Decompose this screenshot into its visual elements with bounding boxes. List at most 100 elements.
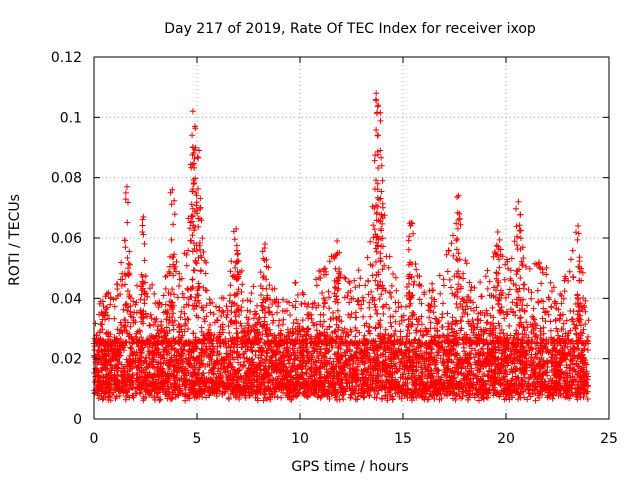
data-point xyxy=(379,352,386,358)
data-point xyxy=(389,396,396,403)
data-point xyxy=(145,348,152,355)
data-point xyxy=(250,283,257,290)
data-point xyxy=(263,356,270,363)
data-point xyxy=(422,371,428,378)
data-point xyxy=(288,396,295,403)
data-point xyxy=(517,275,524,281)
data-point xyxy=(329,344,336,351)
data-point xyxy=(312,358,319,365)
data-point xyxy=(502,367,509,373)
data-point xyxy=(266,365,273,372)
data-point xyxy=(418,379,425,386)
data-point xyxy=(520,367,527,374)
data-point xyxy=(239,297,246,304)
data-point xyxy=(272,357,279,364)
data-point xyxy=(528,354,535,360)
data-point xyxy=(129,384,136,391)
data-point xyxy=(447,347,454,354)
data-point xyxy=(260,397,267,404)
data-point xyxy=(403,357,410,364)
data-point xyxy=(482,357,489,364)
data-point xyxy=(444,391,450,398)
data-point xyxy=(521,394,528,401)
data-points xyxy=(91,90,592,404)
data-point xyxy=(364,254,371,261)
data-point xyxy=(552,352,558,359)
data-point xyxy=(281,360,288,367)
data-point xyxy=(524,383,531,390)
data-point xyxy=(446,347,452,354)
data-point xyxy=(301,392,308,399)
data-point xyxy=(568,256,574,263)
data-point xyxy=(225,396,232,402)
data-point xyxy=(372,362,378,369)
data-point xyxy=(128,375,135,382)
data-point xyxy=(378,395,385,402)
data-point xyxy=(383,253,390,260)
data-point xyxy=(459,356,466,363)
data-point xyxy=(170,310,177,317)
data-point xyxy=(338,376,345,383)
data-point xyxy=(201,383,208,390)
data-point xyxy=(560,320,567,327)
data-point xyxy=(234,344,240,351)
data-point xyxy=(417,348,424,354)
data-point xyxy=(570,274,577,281)
data-point xyxy=(444,310,451,317)
data-point xyxy=(207,309,214,316)
data-point xyxy=(462,257,469,264)
data-point xyxy=(483,319,490,326)
data-point xyxy=(555,332,562,339)
data-point xyxy=(134,352,140,359)
data-point xyxy=(493,391,500,398)
data-point xyxy=(429,374,436,381)
data-point xyxy=(547,279,554,286)
data-point xyxy=(210,346,217,353)
data-point xyxy=(335,344,342,351)
data-point xyxy=(369,272,376,279)
data-point xyxy=(326,370,333,377)
data-point xyxy=(298,345,305,351)
data-point xyxy=(174,391,181,398)
data-point xyxy=(210,349,217,356)
data-point xyxy=(569,373,576,380)
data-point xyxy=(198,346,205,352)
data-point xyxy=(529,346,536,353)
data-point xyxy=(176,283,182,289)
data-point xyxy=(301,379,308,386)
data-point xyxy=(97,377,104,384)
data-point xyxy=(379,372,386,379)
data-point xyxy=(348,311,355,317)
data-point xyxy=(289,362,296,369)
data-point xyxy=(276,359,282,366)
data-point xyxy=(388,282,395,289)
data-point xyxy=(389,374,396,381)
data-point xyxy=(504,381,510,388)
data-point xyxy=(171,363,178,369)
data-point xyxy=(563,364,570,371)
data-point xyxy=(160,386,167,393)
data-point xyxy=(292,298,299,305)
data-point xyxy=(356,381,362,388)
data-point xyxy=(463,260,470,267)
data-point xyxy=(371,394,378,401)
data-point xyxy=(333,363,340,370)
data-point xyxy=(150,364,157,371)
data-point xyxy=(419,355,426,362)
data-point xyxy=(577,358,584,365)
data-point xyxy=(308,352,314,359)
data-point xyxy=(173,372,180,379)
data-point xyxy=(182,397,189,404)
data-point xyxy=(208,376,215,383)
data-point xyxy=(235,359,242,366)
data-point xyxy=(300,291,307,298)
data-point xyxy=(579,347,586,354)
data-point xyxy=(440,352,447,359)
data-point xyxy=(440,300,446,307)
data-point xyxy=(174,294,181,301)
data-point xyxy=(506,286,513,293)
data-point xyxy=(195,354,202,361)
data-point xyxy=(574,396,581,403)
data-point xyxy=(437,355,444,362)
